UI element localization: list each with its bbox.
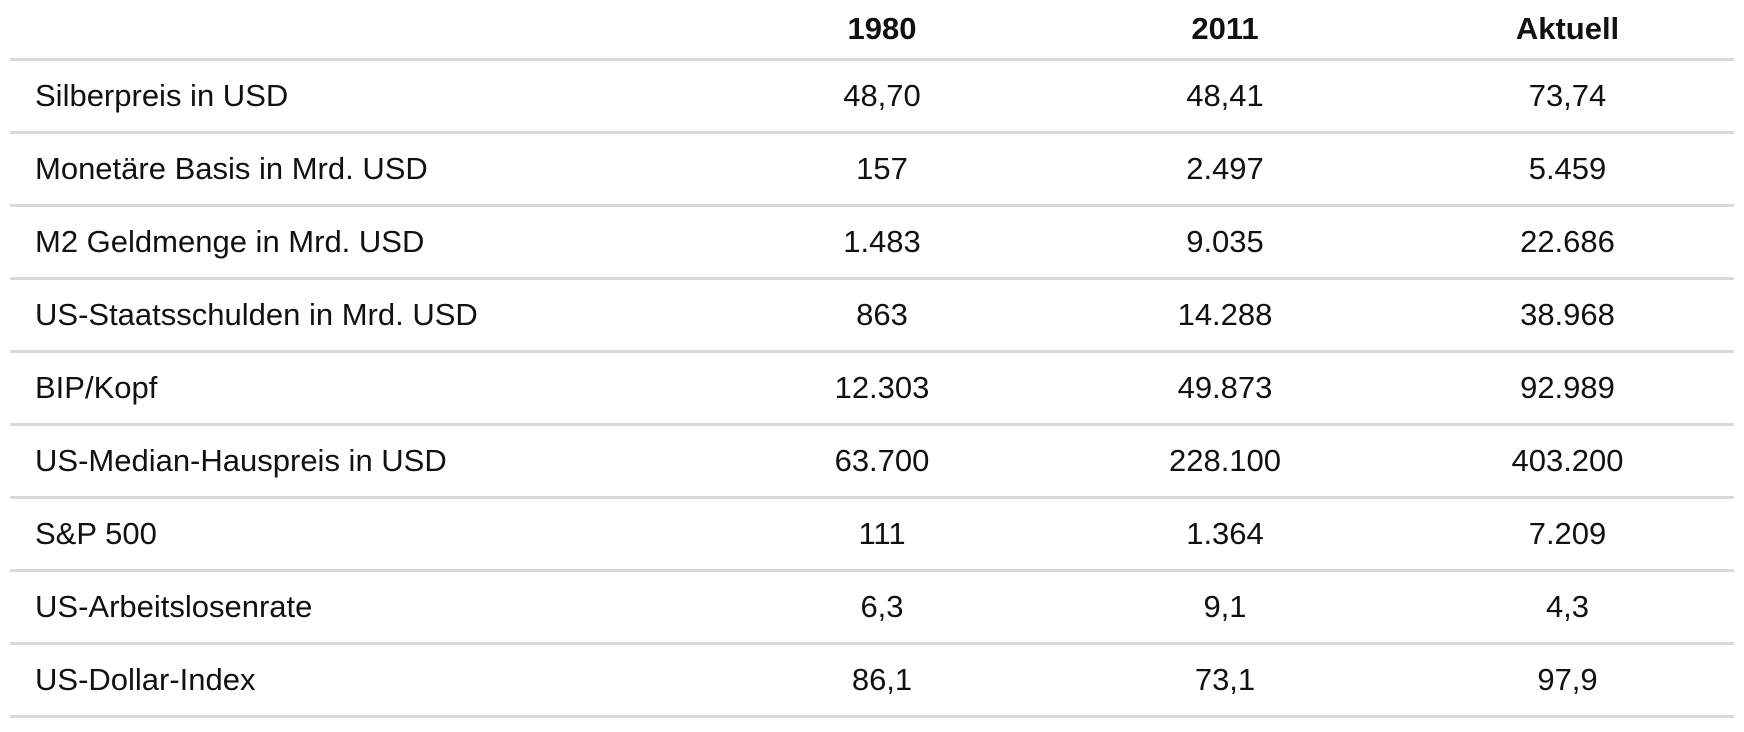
cell-1980: 157 [715,132,1049,207]
row-label: US-Dollar-Index [10,643,715,718]
header-2011: 2011 [1049,0,1401,61]
row-label: S&P 500 [10,497,715,572]
cell-current: 22.686 [1401,205,1734,280]
cell-current: 7.209 [1401,497,1734,572]
cell-current: 5.459 [1401,132,1734,207]
cell-1980: 12.303 [715,351,1049,426]
cell-current: 403.200 [1401,424,1734,499]
cell-1980: 63.700 [715,424,1049,499]
table-row: Monetäre Basis in Mrd. USD 157 2.497 5.4… [10,132,1734,207]
cell-1980: 48,70 [715,59,1049,134]
row-label: US-Staatsschulden in Mrd. USD [10,278,715,353]
table-row: US-Median-Hauspreis in USD 63.700 228.10… [10,424,1734,499]
header-row: 1980 2011 Aktuell [10,0,1734,61]
table-row: S&P 500 111 1.364 7.209 [10,497,1734,572]
cell-current: 38.968 [1401,278,1734,353]
row-label: US-Arbeitslosenrate [10,570,715,645]
cell-1980: 863 [715,278,1049,353]
cell-2011: 48,41 [1049,59,1401,134]
cell-1980: 1.483 [715,205,1049,280]
cell-1980: 111 [715,497,1049,572]
table-header: 1980 2011 Aktuell [10,0,1734,61]
header-1980: 1980 [715,0,1049,61]
table-body: Silberpreis in USD 48,70 48,41 73,74 Mon… [10,59,1734,718]
cell-1980: 6,3 [715,570,1049,645]
row-label: BIP/Kopf [10,351,715,426]
row-label: Monetäre Basis in Mrd. USD [10,132,715,207]
cell-2011: 49.873 [1049,351,1401,426]
row-label: Silberpreis in USD [10,59,715,134]
cell-current: 92.989 [1401,351,1734,426]
cell-current: 73,74 [1401,59,1734,134]
cell-2011: 9,1 [1049,570,1401,645]
cell-2011: 9.035 [1049,205,1401,280]
cell-2011: 1.364 [1049,497,1401,572]
table-row: US-Staatsschulden in Mrd. USD 863 14.288… [10,278,1734,353]
cell-2011: 14.288 [1049,278,1401,353]
cell-current: 97,9 [1401,643,1734,718]
table-row: US-Dollar-Index 86,1 73,1 97,9 [10,643,1734,718]
table-row: Silberpreis in USD 48,70 48,41 73,74 [10,59,1734,134]
table-row: BIP/Kopf 12.303 49.873 92.989 [10,351,1734,426]
row-label: US-Median-Hauspreis in USD [10,424,715,499]
cell-2011: 73,1 [1049,643,1401,718]
header-current: Aktuell [1401,0,1734,61]
cell-current: 4,3 [1401,570,1734,645]
cell-2011: 228.100 [1049,424,1401,499]
row-label: M2 Geldmenge in Mrd. USD [10,205,715,280]
cell-1980: 86,1 [715,643,1049,718]
cell-2011: 2.497 [1049,132,1401,207]
table-row: M2 Geldmenge in Mrd. USD 1.483 9.035 22.… [10,205,1734,280]
header-label-column [10,0,715,61]
table-row: US-Arbeitslosenrate 6,3 9,1 4,3 [10,570,1734,645]
comparison-table: 1980 2011 Aktuell Silberpreis in USD 48,… [10,0,1734,718]
